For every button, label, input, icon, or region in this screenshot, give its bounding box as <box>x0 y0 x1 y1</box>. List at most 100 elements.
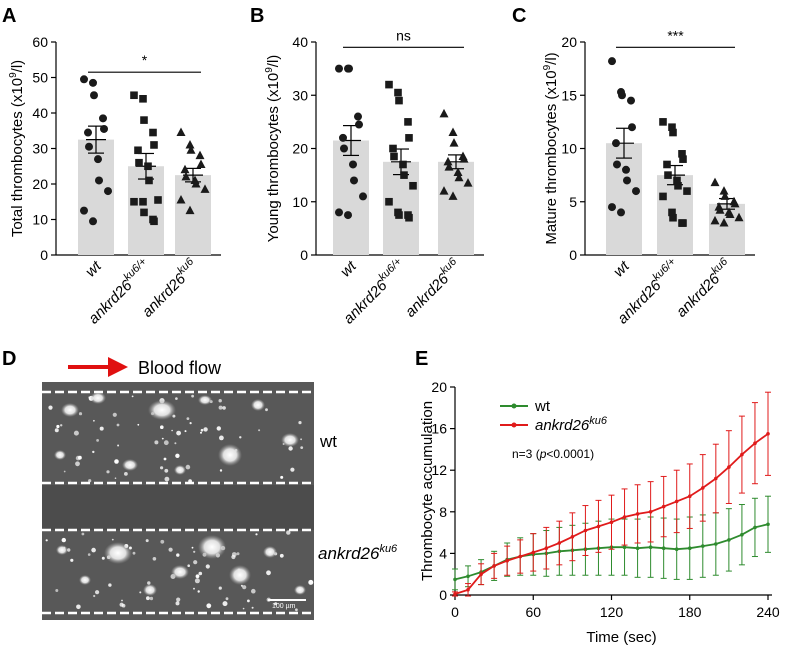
data-point <box>618 91 626 100</box>
data-point <box>608 57 616 66</box>
y-tick-label: 40 <box>292 34 308 50</box>
fluorescent-speck <box>119 602 124 607</box>
data-point <box>409 181 417 190</box>
fluorescent-speck <box>242 607 245 610</box>
data-point <box>139 95 147 103</box>
data-point <box>395 96 403 105</box>
fluorescent-speck <box>88 479 92 483</box>
category-label: ankrd26ku6 <box>671 255 737 321</box>
fluorescent-speck <box>114 477 117 480</box>
data-point <box>459 154 469 163</box>
data-point <box>683 187 691 195</box>
fluorescent-cell <box>79 575 91 585</box>
y-axis-label-tail: /l) <box>265 55 282 68</box>
data-point <box>185 139 195 149</box>
y-axis-label: Total thrombocytes (x109/l) <box>8 60 26 237</box>
fluorescent-speck <box>152 557 157 561</box>
series-point <box>701 486 705 490</box>
blood-flow-arrow-icon <box>108 357 128 377</box>
data-point <box>104 187 112 196</box>
fluorescent-speck <box>288 446 293 451</box>
fluorescent-speck <box>111 538 114 541</box>
data-point <box>395 211 403 219</box>
data-point <box>195 150 205 160</box>
fluorescent-speck <box>242 585 247 590</box>
fluorescent-cell <box>263 546 277 558</box>
fluorescent-speck <box>54 428 59 433</box>
microscopy-label-wt: wt <box>319 432 337 451</box>
series-point <box>635 512 640 516</box>
data-point <box>140 116 148 124</box>
y-axis-label-sup: 9 <box>264 67 275 73</box>
bar <box>606 143 642 255</box>
fluorescent-speck <box>101 556 105 560</box>
y-axis-label-tail: /l) <box>543 52 560 65</box>
y-tick-label: 15 <box>561 87 577 103</box>
data-point <box>623 176 631 185</box>
fluorescent-speck <box>225 597 229 601</box>
series-point <box>727 538 731 542</box>
fluorescent-cell <box>148 400 176 420</box>
series-point <box>622 545 627 549</box>
data-point <box>99 114 107 123</box>
fluorescent-speck <box>117 444 120 447</box>
panel-label-b: B <box>250 5 264 27</box>
fluorescent-speck <box>265 408 268 412</box>
data-point <box>674 181 682 190</box>
category-label: wt <box>610 257 633 280</box>
fluorescent-speck <box>200 431 202 434</box>
data-point <box>668 208 676 217</box>
significance-label: *** <box>667 27 684 43</box>
data-point <box>84 128 92 137</box>
data-point <box>664 171 672 179</box>
series-point <box>674 499 679 504</box>
fluorescent-speck <box>145 539 149 543</box>
x-tick-label: 240 <box>756 604 780 620</box>
legend-marker <box>511 422 517 428</box>
fluorescent-cell <box>251 399 265 411</box>
data-point <box>355 120 363 129</box>
series-point <box>674 547 679 551</box>
fluorescent-speck <box>78 412 83 416</box>
blood-flow-label: Blood flow <box>138 358 222 378</box>
category-label-sup: ku6/+ <box>650 255 678 283</box>
annotation-text: n=3 ( <box>512 447 540 461</box>
data-point <box>678 150 686 158</box>
series-point <box>766 432 770 436</box>
fluorescent-speck <box>286 530 291 535</box>
data-point <box>390 152 398 161</box>
fluorescent-speck <box>222 406 226 410</box>
data-point <box>176 127 186 137</box>
series-point <box>766 522 770 527</box>
fluorescent-speck <box>154 440 159 445</box>
data-point <box>622 165 630 174</box>
fluorescent-speck <box>160 466 164 470</box>
data-point <box>94 155 102 164</box>
data-point <box>613 160 621 169</box>
y-axis-label-sup: 9 <box>8 72 19 78</box>
y-axis-label-text: Total thrombocytes (x10 <box>9 78 26 237</box>
y-tick-label: 10 <box>32 212 48 228</box>
panel-label-c: C <box>512 5 526 27</box>
fluorescent-cell <box>294 585 306 595</box>
fluorescent-cell <box>104 542 132 564</box>
microscopy-label-ankrd26: ankrd26ku6 <box>318 543 398 563</box>
fluorescent-speck <box>131 395 134 398</box>
fluorescent-speck <box>163 440 169 446</box>
series-point <box>544 546 549 550</box>
x-axis-label: Time (sec) <box>586 629 656 646</box>
y-tick-label: 16 <box>431 421 447 437</box>
y-tick-label: 10 <box>561 141 577 157</box>
fluorescent-speck <box>106 470 110 474</box>
y-axis-label: Young thrombocytes (x109/l) <box>264 55 282 243</box>
fluorescent-cell <box>171 565 189 579</box>
data-point <box>679 219 687 227</box>
fluorescent-speck <box>161 437 164 440</box>
fluorescent-speck <box>108 583 112 587</box>
fluorescent-speck <box>274 602 278 606</box>
fluorescent-speck <box>56 424 60 429</box>
fluorescent-speck <box>174 442 177 445</box>
series-point <box>635 546 640 550</box>
data-point <box>617 208 625 217</box>
